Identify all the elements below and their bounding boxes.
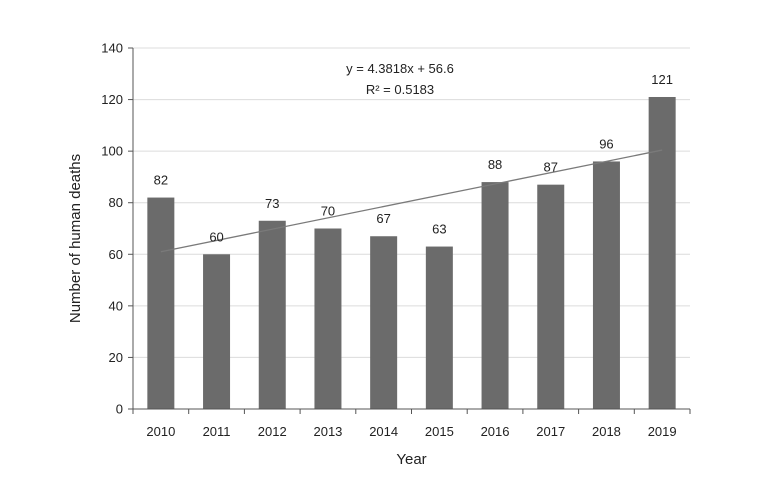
x-tick-label: 2017 (536, 424, 565, 439)
trendline-group (160, 149, 663, 253)
bar-2014 (370, 236, 398, 409)
x-tick-label: 2016 (481, 424, 510, 439)
data-label-2014: 67 (376, 211, 390, 226)
bar-2012 (258, 220, 286, 409)
x-tick-label: 2014 (369, 424, 398, 439)
bar-2010 (147, 197, 175, 409)
y-tick-label: 0 (116, 402, 123, 417)
bar-2013 (314, 228, 342, 409)
y-tick-label: 120 (101, 92, 123, 107)
x-axis-title: Year (396, 451, 426, 468)
data-label-2015: 63 (432, 222, 446, 237)
trendline (160, 149, 663, 253)
x-axis-ticks: 2010 2011 2012 2013 2014 2015 2016 2017 2018 2019 (132, 409, 691, 439)
y-tick-label: 140 (101, 41, 123, 56)
y-axis-title: Number of human deaths (67, 154, 84, 323)
y-tick-label: 20 (109, 350, 123, 365)
trendline-equation: y = 4.3818x + 56.6 (346, 61, 454, 76)
x-tick-label: 2015 (425, 424, 454, 439)
trendline-r-squared: R² = 0.5183 (366, 82, 434, 97)
x-tick-label: 2018 (592, 424, 621, 439)
data-labels: 82 60 73 70 67 63 88 87 96 121 (154, 72, 673, 244)
bar-2016 (481, 182, 509, 409)
x-tick-label: 2012 (258, 424, 287, 439)
y-axis-ticks: 0 20 40 60 80 100 120 140 (101, 41, 133, 417)
data-label-2010: 82 (154, 173, 168, 188)
data-label-2012: 73 (265, 196, 279, 211)
x-tick-label: 2010 (146, 424, 175, 439)
x-tick-label: 2019 (648, 424, 677, 439)
y-tick-label: 60 (109, 247, 123, 262)
y-tick-label: 100 (101, 144, 123, 159)
y-tick-label: 40 (109, 298, 123, 313)
y-tick-label: 80 (109, 195, 123, 210)
data-label-2011: 60 (209, 229, 223, 244)
bar-2017 (537, 184, 565, 409)
bars (147, 96, 676, 409)
data-label-2016: 88 (488, 157, 502, 172)
bar-2011 (203, 254, 231, 409)
bar-2019 (648, 96, 676, 409)
x-tick-label: 2011 (203, 424, 231, 439)
bar-2015 (425, 246, 453, 409)
data-label-2018: 96 (599, 136, 613, 151)
data-label-2013: 70 (321, 204, 335, 219)
bar-2018 (592, 161, 620, 409)
x-tick-label: 2013 (313, 424, 342, 439)
data-label-2017: 87 (544, 160, 558, 175)
data-label-2019: 121 (651, 72, 673, 87)
